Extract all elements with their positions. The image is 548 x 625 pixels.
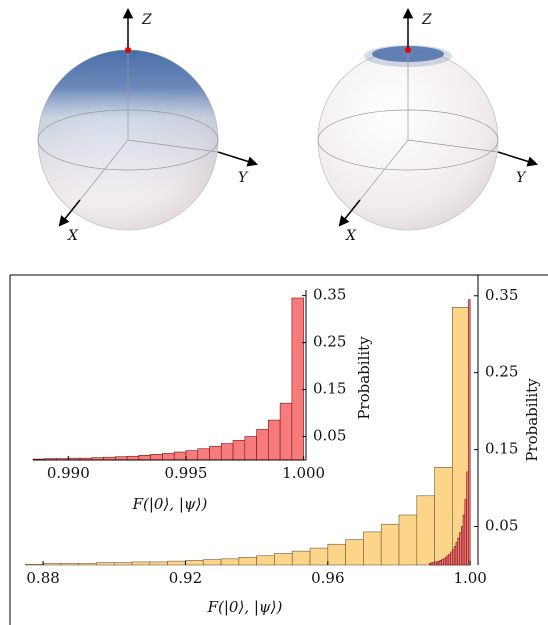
x-axis-label: F(|0⟩, |ψ⟩) xyxy=(132,495,208,513)
bar xyxy=(185,560,204,566)
x-tick-label: 0.995 xyxy=(164,464,207,482)
x-tick-label: 0.990 xyxy=(47,464,90,482)
axis-label: Y xyxy=(516,170,527,186)
x-tick-label: 0.96 xyxy=(311,569,344,587)
bar xyxy=(149,561,168,566)
bar xyxy=(345,539,364,566)
bar xyxy=(209,446,222,461)
bar xyxy=(138,455,151,461)
bar xyxy=(113,562,133,566)
bar xyxy=(416,495,435,566)
y-axis-label: Probability xyxy=(355,336,373,420)
bar xyxy=(380,523,400,566)
bar xyxy=(232,439,246,461)
bar xyxy=(167,560,186,566)
bar xyxy=(279,402,293,461)
bar xyxy=(398,514,418,566)
bar xyxy=(162,453,175,461)
bar xyxy=(150,454,163,461)
x-tick-label: 1.00 xyxy=(453,569,486,587)
x-tick-label: 1.000 xyxy=(282,464,325,482)
axis-label: Y xyxy=(238,170,249,186)
y-tick-label: 0.05 xyxy=(485,517,518,535)
bar xyxy=(256,555,275,566)
axis-label: X xyxy=(67,228,79,244)
axis-label: Z xyxy=(141,12,152,28)
bar xyxy=(468,299,471,566)
x-tick-label: 0.92 xyxy=(169,569,202,587)
bar xyxy=(42,563,62,566)
bar xyxy=(220,443,234,461)
bloch-sphere: Z Y X xyxy=(317,7,539,244)
y-axis-label: Probability xyxy=(523,378,541,462)
bar xyxy=(434,467,453,566)
bar xyxy=(291,297,304,461)
bar xyxy=(197,448,210,461)
y-tick-label: 0.15 xyxy=(485,440,518,458)
bar xyxy=(185,450,199,461)
bar xyxy=(60,563,79,566)
bar xyxy=(238,557,257,566)
axis-label: X xyxy=(345,228,357,244)
bar xyxy=(78,563,97,566)
y-tick-label: 0.25 xyxy=(313,333,346,351)
bar xyxy=(268,419,281,461)
x-tick-label: 0.88 xyxy=(26,569,59,587)
y-tick-label: 0.15 xyxy=(313,380,346,398)
y-tick-label: 0.25 xyxy=(485,363,518,381)
axis-label: Z xyxy=(421,12,432,28)
x-axis-label: F(|0⟩, |ψ⟩) xyxy=(207,598,283,616)
bar xyxy=(363,531,382,566)
bar xyxy=(256,429,269,461)
bar xyxy=(25,563,44,566)
y-tick-label: 0.35 xyxy=(313,286,346,304)
y-tick-label: 0.05 xyxy=(313,427,346,445)
y-tick-label: 0.35 xyxy=(485,286,518,304)
bar xyxy=(274,553,293,566)
bar xyxy=(96,562,115,566)
bar xyxy=(126,455,140,461)
bar xyxy=(173,451,187,461)
bar xyxy=(327,543,346,566)
bar xyxy=(309,547,329,566)
bar xyxy=(131,561,151,566)
bar xyxy=(244,436,257,461)
bar xyxy=(220,558,240,566)
bloch-sphere: Z Y X xyxy=(37,7,259,244)
bar xyxy=(291,550,311,566)
bar xyxy=(202,559,222,566)
